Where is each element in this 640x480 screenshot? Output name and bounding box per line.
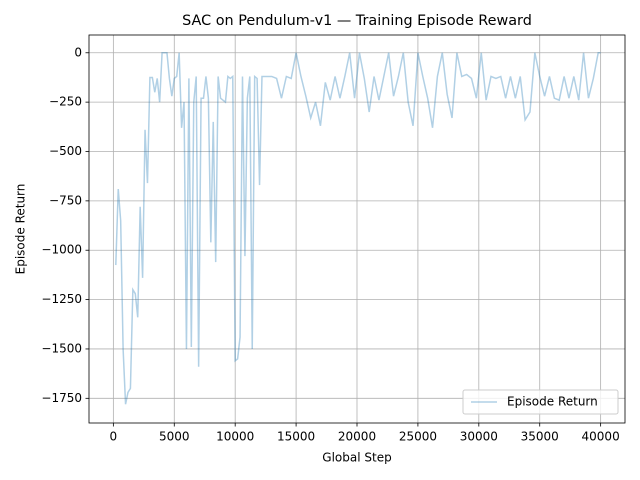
y-tick-label: −1750 (41, 391, 82, 405)
data-line (115, 52, 601, 405)
x-tick-label: 10000 (216, 430, 254, 444)
y-tick-label: −750 (49, 193, 82, 207)
x-tick-label: 25000 (399, 430, 437, 444)
y-tick-label: 0 (74, 45, 82, 59)
y-tick-label: −1500 (41, 341, 82, 355)
chart-title: SAC on Pendulum-v1 — Training Episode Re… (182, 13, 532, 29)
x-tick-label: 35000 (521, 430, 559, 444)
x-axis-label: Global Step (322, 451, 391, 465)
x-tick-label: 0 (110, 430, 118, 444)
x-tick-label: 40000 (582, 430, 620, 444)
legend-box (462, 389, 619, 415)
x-tick-label: 20000 (338, 430, 376, 444)
x-tick-label: 30000 (460, 430, 498, 444)
y-tick-label: −1250 (41, 292, 82, 306)
y-tick-label: −1000 (41, 243, 82, 257)
y-tick-label: −500 (49, 144, 82, 158)
legend-label: Episode Return (507, 395, 598, 409)
x-tick-label: 15000 (277, 430, 315, 444)
x-tick-label: 5000 (159, 430, 190, 444)
y-tick-label: −250 (49, 95, 82, 109)
y-axis-label: Episode Return (14, 184, 28, 275)
plot-frame (88, 34, 626, 424)
